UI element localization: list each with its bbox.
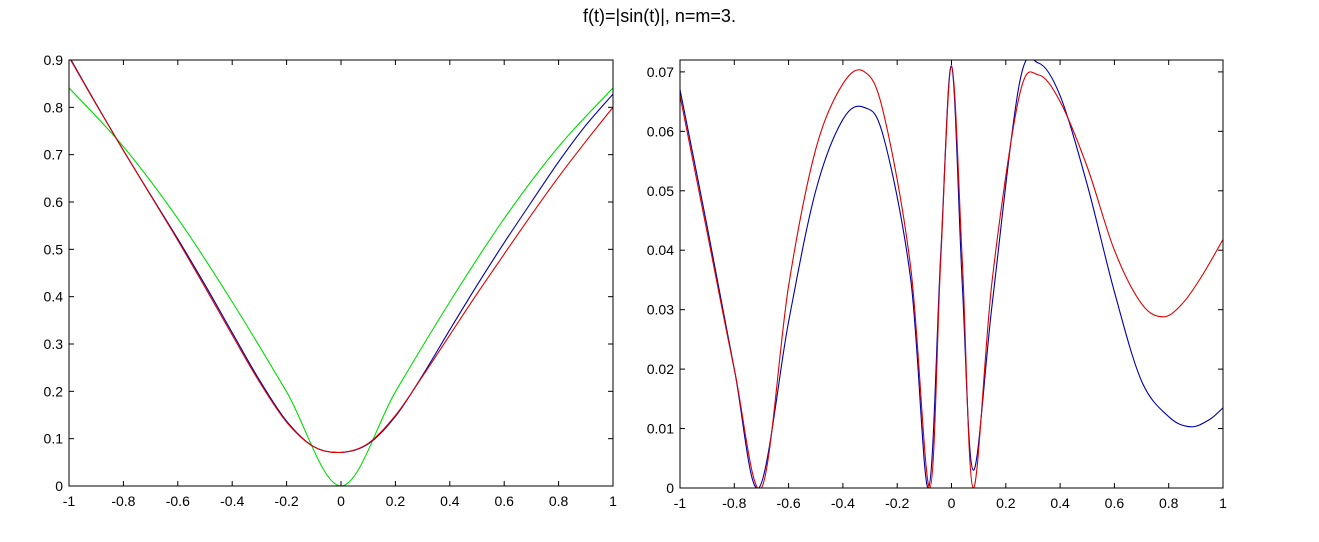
x-tick-label: -0.8 <box>111 493 135 509</box>
series-line-1 <box>70 60 613 454</box>
x-tick-label: 0.6 <box>494 493 514 509</box>
series-line-1 <box>680 65 1223 488</box>
y-tick-label: 0 <box>55 478 63 494</box>
plot-frame <box>68 59 614 487</box>
y-tick-label: 0.02 <box>647 361 674 377</box>
y-tick-label: 0.3 <box>44 336 64 352</box>
y-tick-label: 0 <box>666 480 674 496</box>
x-tick-label: 0.6 <box>1105 495 1125 511</box>
x-tick-label: 0 <box>337 493 345 509</box>
y-tick-label: 0.4 <box>44 289 64 305</box>
y-tick-label: 0.6 <box>44 194 64 210</box>
y-tick-label: 0.9 <box>44 52 64 68</box>
y-tick-label: 0.07 <box>647 64 674 80</box>
y-tick-label: 0.8 <box>44 99 64 115</box>
x-tick-label: -0.4 <box>831 495 855 511</box>
y-tick-label: 0.2 <box>44 383 64 399</box>
x-tick-label: 0.4 <box>1050 495 1070 511</box>
x-tick-label: 0.2 <box>996 495 1016 511</box>
x-tick-label: 1 <box>609 493 617 509</box>
series-group <box>680 60 1223 488</box>
x-tick-label: -0.6 <box>166 493 190 509</box>
x-tick-label: -0.4 <box>220 493 244 509</box>
x-tick-label: -0.6 <box>777 495 801 511</box>
x-tick-label: -0.8 <box>722 495 746 511</box>
y-tick-label: 0.1 <box>44 431 64 447</box>
series-line-0 <box>680 60 1223 488</box>
series-group <box>69 60 613 486</box>
y-tick-label: 0.7 <box>44 147 64 163</box>
x-tick-label: 0.4 <box>440 493 460 509</box>
x-tick-label: 0.8 <box>1159 495 1179 511</box>
x-tick-label: 0.8 <box>549 493 569 509</box>
x-tick-label: 0 <box>948 495 956 511</box>
right-chart: -1 -0.8 -0.6 -0.4 -0.2 0 0.2 0.4 0.6 0.8 1 0 0.01 0.0… <box>647 59 1227 511</box>
y-tick-label: 0.04 <box>647 242 674 258</box>
y-tick-label: 0.01 <box>647 421 674 437</box>
y-tick-label: 0.06 <box>647 123 674 139</box>
x-tick-label: -1 <box>63 493 76 509</box>
series-line-2 <box>69 60 613 454</box>
y-tick-label: 0.03 <box>647 302 674 318</box>
x-tick-label: -0.2 <box>885 495 909 511</box>
left-chart: -1 -0.8 -0.6 -0.4 -0.2 0 0.2 0.4 0.6 0.8 1 0 0.1 0.2 0… <box>44 52 618 509</box>
plot-frame <box>679 59 1224 489</box>
x-tick-label: 0.2 <box>386 493 406 509</box>
series-line-0 <box>69 87 613 486</box>
x-tick-label: -0.2 <box>275 493 299 509</box>
y-tick-label: 0.5 <box>44 241 64 257</box>
x-tick-label: -1 <box>674 495 687 511</box>
figure-title: f(t)=|sin(t)|, n=m=3. <box>583 6 736 26</box>
y-tick-label: 0.05 <box>647 183 674 199</box>
x-tick-label: 1 <box>1219 495 1227 511</box>
